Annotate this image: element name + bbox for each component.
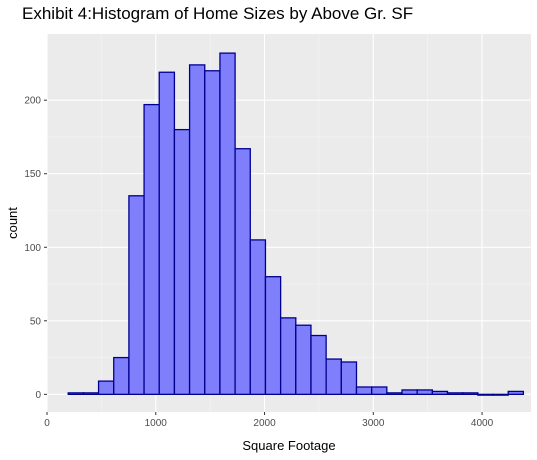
histogram-bar-17	[325, 358, 342, 396]
histogram-bar-24	[431, 390, 449, 396]
histogram-bar-3	[113, 356, 130, 396]
y-tick-label: 100	[24, 243, 41, 254]
histogram-bar-18	[340, 361, 358, 396]
y-tick-label: 0	[35, 390, 41, 401]
y-tick-label: 150	[24, 169, 41, 180]
histogram-bar-29	[507, 390, 525, 396]
histogram-bar-5	[143, 103, 160, 396]
histogram-bar-21	[386, 392, 403, 396]
chart-title: Exhibit 4:Histogram of Home Sizes by Abo…	[22, 4, 414, 23]
x-axis-title: Square Footage	[242, 438, 335, 453]
x-tick-label: 2000	[253, 418, 276, 429]
histogram-bar-15	[295, 324, 312, 396]
histogram-bar-26	[462, 392, 479, 396]
histogram-bar-8	[188, 64, 206, 396]
histogram-bars	[67, 52, 525, 396]
histogram-bar-10	[219, 52, 236, 396]
axis-ticks: 0 1000 2000 3000 4000 0 50 100 150 200	[24, 96, 493, 429]
histogram-bar-4	[128, 195, 145, 396]
histogram-bar-23	[416, 389, 434, 396]
histogram-bar-22	[401, 389, 418, 396]
x-tick-label: 3000	[362, 418, 385, 429]
histogram-bar-13	[264, 276, 282, 396]
histogram-bar-0	[67, 392, 85, 396]
histogram-bar-28	[492, 393, 509, 396]
histogram-bar-19	[355, 386, 373, 396]
x-tick-label: 1000	[145, 418, 168, 429]
histogram-bar-14	[279, 317, 297, 396]
histogram-bar-20	[371, 386, 388, 396]
histogram-bar-27	[477, 393, 494, 396]
y-tick-label: 50	[30, 316, 42, 327]
y-tick-label: 200	[24, 96, 41, 107]
histogram-bar-25	[446, 392, 464, 396]
x-tick-label: 0	[44, 418, 50, 429]
histogram-bar-12	[249, 239, 267, 396]
histogram-bar-16	[310, 334, 327, 396]
histogram-bar-11	[234, 148, 251, 396]
histogram-bar-6	[158, 71, 176, 396]
y-axis-title: count	[5, 207, 20, 239]
x-tick-label: 4000	[471, 418, 494, 429]
histogram-bar-7	[173, 128, 191, 396]
histogram-bar-9	[204, 70, 221, 396]
histogram-bar-2	[97, 380, 115, 396]
histogram-bar-1	[82, 392, 100, 396]
